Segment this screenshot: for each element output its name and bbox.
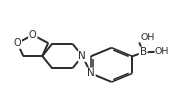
Text: OH: OH [155, 47, 169, 56]
Text: B: B [140, 47, 147, 57]
Text: O: O [29, 30, 37, 40]
Text: N: N [79, 51, 86, 61]
Text: N: N [87, 68, 95, 78]
Text: O: O [14, 38, 21, 48]
Text: OH: OH [140, 33, 154, 42]
